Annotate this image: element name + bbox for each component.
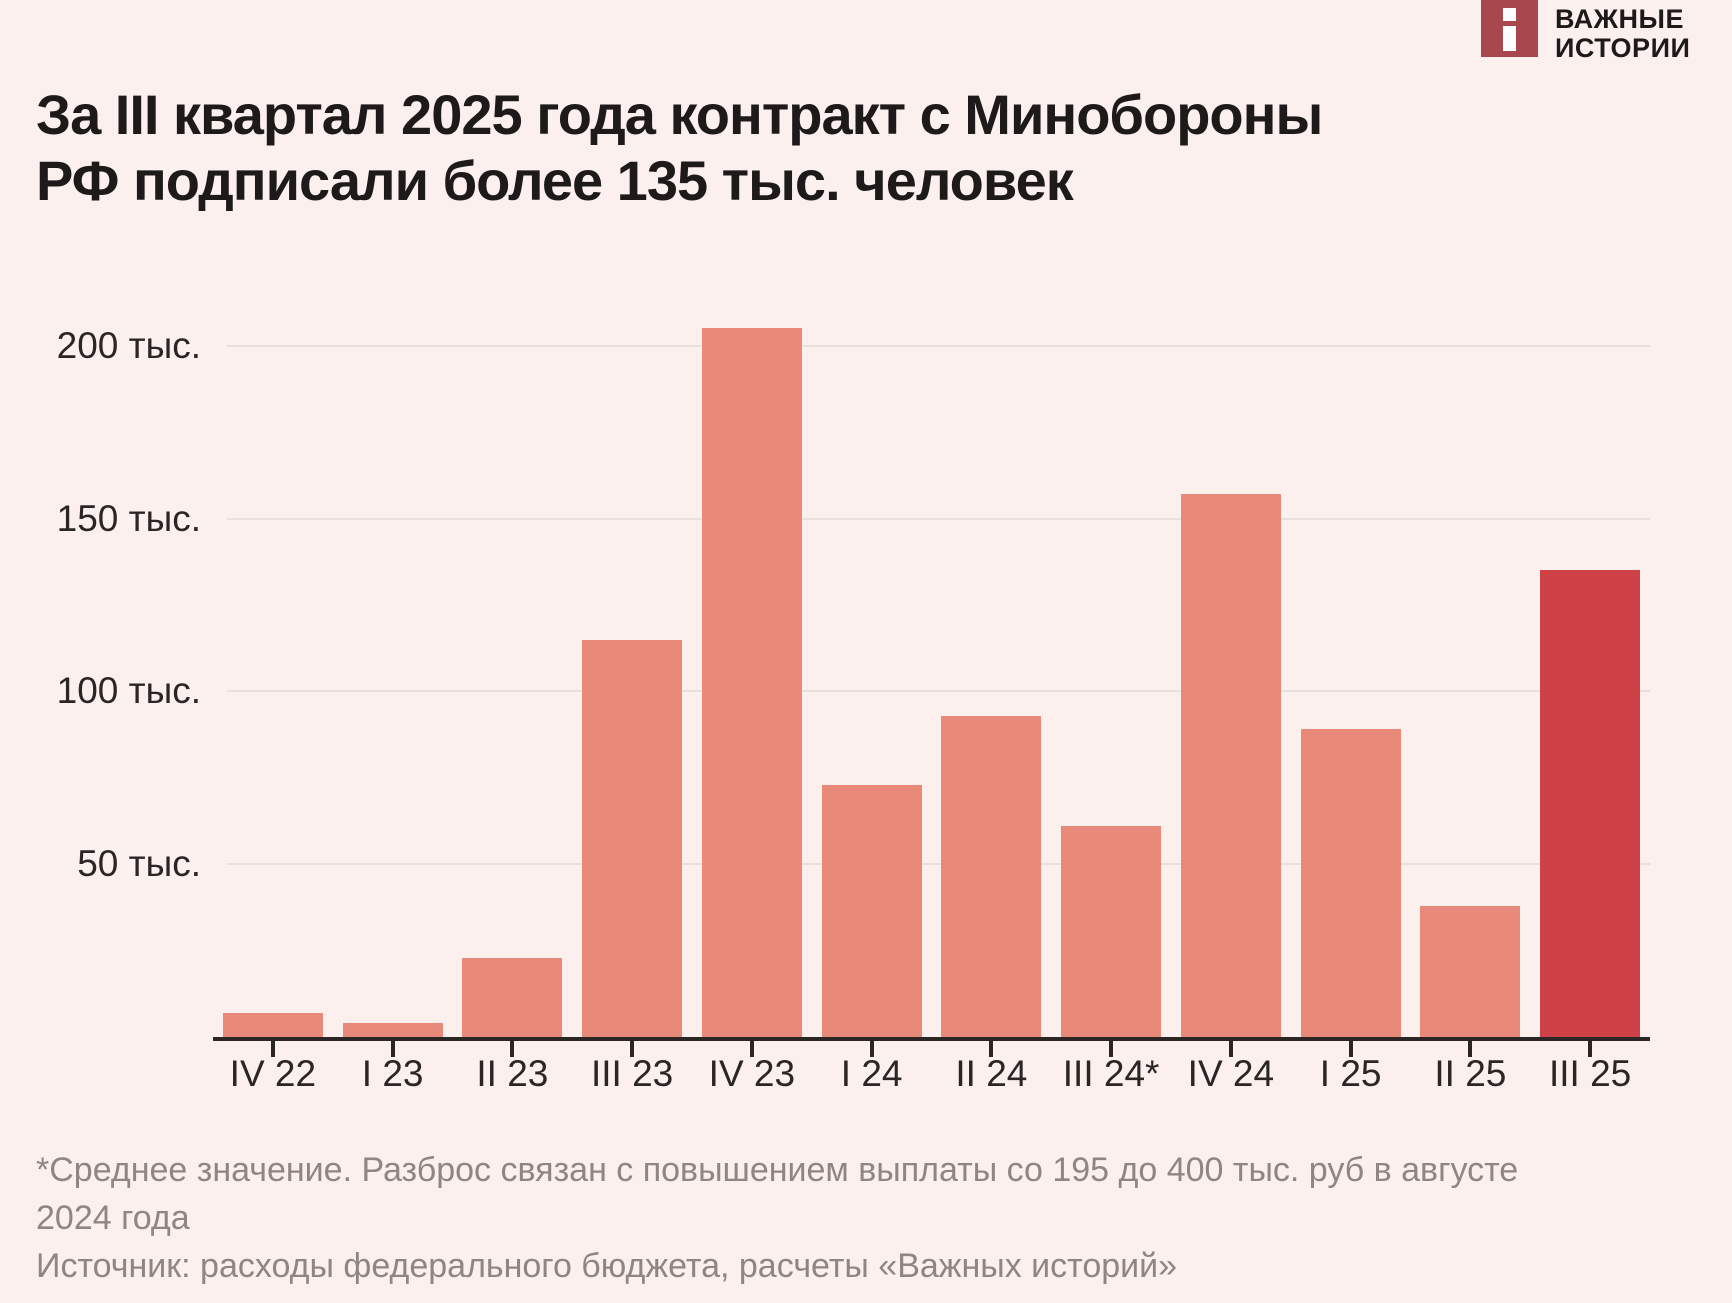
bar bbox=[1300, 729, 1401, 1037]
x-tick-label: III 25 bbox=[1548, 1053, 1632, 1094]
bar bbox=[821, 784, 922, 1037]
x-tick-label: II 23 bbox=[476, 1053, 549, 1094]
bar bbox=[462, 957, 563, 1037]
x-axis-tick bbox=[1588, 1041, 1593, 1057]
chart-title-line1: За III квартал 2025 года контракт с Мино… bbox=[36, 83, 1323, 146]
x-axis-tick bbox=[510, 1041, 515, 1057]
bar bbox=[1420, 905, 1521, 1037]
x-tick-label: III 23 bbox=[590, 1053, 674, 1094]
y-gridline bbox=[227, 517, 1650, 520]
bar bbox=[1061, 826, 1162, 1037]
y-gridline bbox=[227, 344, 1650, 347]
footnote-note-line2: 2024 года bbox=[36, 1199, 190, 1237]
bar bbox=[701, 328, 802, 1037]
x-tick-label: I 24 bbox=[840, 1053, 903, 1094]
x-tick-label: IV 22 bbox=[229, 1053, 317, 1094]
bar bbox=[1180, 494, 1281, 1037]
x-axis-tick bbox=[1348, 1041, 1353, 1057]
x-axis-ticks bbox=[213, 1041, 1650, 1059]
x-axis-tick bbox=[869, 1041, 874, 1057]
chart-title-line2: РФ подписали более 135 тыс. человек bbox=[36, 149, 1074, 212]
footnote-note-line1: *Среднее значение. Разброс связан с повы… bbox=[36, 1151, 1519, 1189]
x-tick-label: I 23 bbox=[361, 1053, 424, 1094]
chart-title: За III квартал 2025 года контракт с Мино… bbox=[36, 82, 1323, 214]
bar bbox=[582, 639, 683, 1037]
y-tick-label: 200 тыс. bbox=[56, 324, 201, 366]
bar bbox=[222, 1012, 323, 1037]
brand-name-line2: ИСТОРИИ bbox=[1555, 33, 1691, 63]
x-axis-labels: IV 22 I 23 II 23 III 23 IV 23 I 24 II 24 III 24… bbox=[213, 1052, 1650, 1096]
x-axis-tick bbox=[989, 1041, 994, 1057]
x-tick-label: III 24* bbox=[1062, 1053, 1160, 1094]
x-axis-tick bbox=[1468, 1041, 1473, 1057]
bar bbox=[342, 1023, 443, 1037]
plot-area: 50 тыс. 100 тыс. 150 тыс. 200 тыс. bbox=[57, 325, 1650, 1041]
y-gridline bbox=[227, 690, 1650, 693]
x-axis-tick bbox=[749, 1041, 754, 1057]
istories-logo: ВАЖНЫЕ ИСТОРИИ bbox=[1481, 0, 1690, 63]
x-tick-label: II 25 bbox=[1434, 1053, 1507, 1094]
footnote: *Среднее значение. Разброс связан с повы… bbox=[36, 1146, 1596, 1290]
x-tick-label: II 24 bbox=[955, 1053, 1028, 1094]
y-tick-label: 150 тыс. bbox=[56, 497, 201, 539]
y-tick-label: 100 тыс. bbox=[56, 670, 201, 712]
x-axis-tick bbox=[1109, 1041, 1114, 1057]
istories-logo-icon bbox=[1481, 0, 1538, 57]
brand-name-line1: ВАЖНЫЕ bbox=[1555, 4, 1684, 34]
x-axis-tick bbox=[1228, 1041, 1233, 1057]
y-tick-label: 50 тыс. bbox=[77, 843, 201, 885]
bar-highlighted bbox=[1540, 570, 1641, 1037]
y-gridline bbox=[227, 863, 1650, 866]
x-axis-tick bbox=[270, 1041, 275, 1057]
x-tick-label: IV 23 bbox=[708, 1053, 796, 1094]
x-axis-tick bbox=[390, 1041, 395, 1057]
brand-name: ВАЖНЫЕ ИСТОРИИ bbox=[1555, 0, 1690, 63]
logo-i-dot bbox=[1503, 8, 1516, 21]
footnote-source: Источник: расходы федерального бюджета, … bbox=[36, 1247, 1178, 1285]
bar bbox=[941, 715, 1042, 1037]
x-axis-tick bbox=[630, 1041, 635, 1057]
x-tick-label: IV 24 bbox=[1187, 1053, 1275, 1094]
logo-i-stem bbox=[1503, 26, 1516, 51]
x-tick-label: I 25 bbox=[1319, 1053, 1382, 1094]
